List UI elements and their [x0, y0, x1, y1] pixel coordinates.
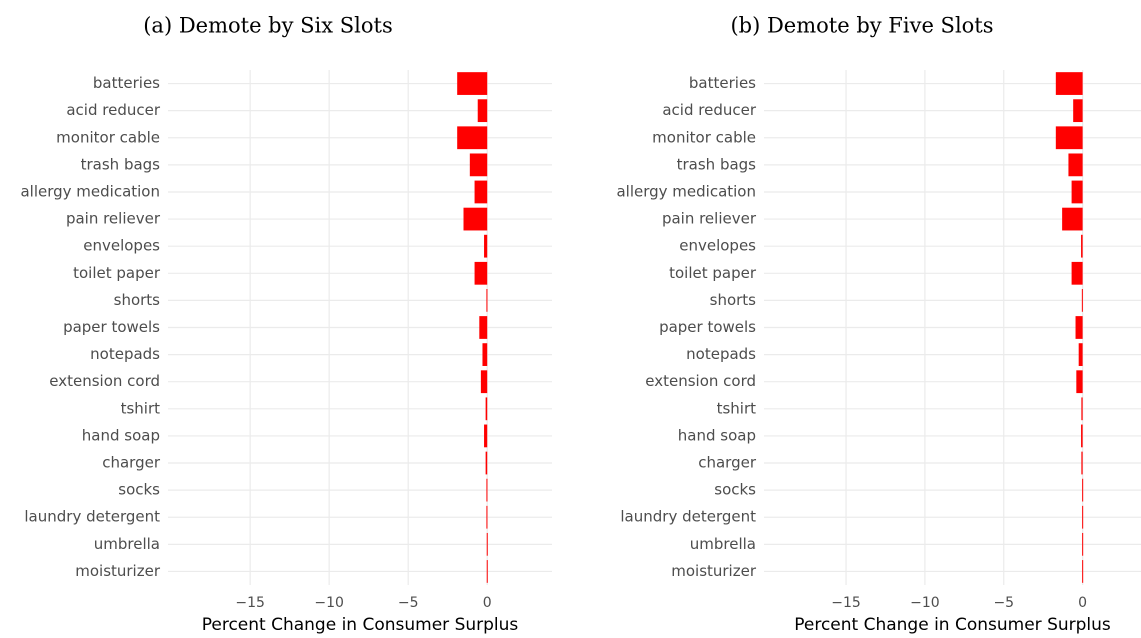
category-label: moisturizer: [75, 562, 161, 580]
x-tick-label: −5: [993, 595, 1014, 611]
x-tick-label: 0: [483, 595, 492, 611]
category-label: socks: [714, 481, 756, 499]
x-tick-label: 0: [1078, 595, 1087, 611]
bar: [486, 505, 488, 529]
category-label: paper towels: [659, 318, 756, 336]
category-label: pain reliever: [662, 210, 757, 228]
bar: [484, 234, 488, 258]
x-axis-label: Percent Change in Consumer Surplus: [202, 615, 519, 635]
bar: [1062, 207, 1083, 231]
x-tick-label: −15: [831, 595, 861, 611]
bar: [486, 560, 488, 583]
category-label: paper towels: [63, 318, 160, 336]
bar: [474, 180, 488, 204]
bar: [486, 478, 488, 502]
bar: [1055, 72, 1083, 95]
category-label: umbrella: [94, 535, 160, 553]
bar: [457, 72, 488, 95]
panel-title: (b) Demote by Five Slots: [730, 14, 993, 38]
x-tick-label: −5: [398, 595, 419, 611]
bar: [1071, 261, 1083, 285]
category-label: shorts: [114, 291, 161, 309]
category-label: moisturizer: [671, 562, 757, 580]
bar: [463, 207, 488, 231]
bar: [1081, 451, 1083, 475]
category-label: batteries: [93, 74, 160, 92]
bar: [1081, 234, 1083, 258]
category-label: hand soap: [82, 426, 160, 444]
category-label: envelopes: [83, 237, 160, 255]
bar: [1081, 424, 1083, 448]
bar: [482, 343, 488, 366]
bar: [486, 532, 488, 556]
bar: [1078, 343, 1083, 366]
bar: [1082, 505, 1084, 529]
bar: [485, 451, 488, 475]
category-label: monitor cable: [56, 128, 160, 146]
category-label: extension cord: [49, 372, 160, 390]
category-label: shorts: [710, 291, 757, 309]
bar: [1068, 153, 1083, 177]
bar: [484, 424, 488, 448]
bar: [1082, 478, 1084, 502]
category-label: umbrella: [690, 535, 756, 553]
category-label: envelopes: [679, 237, 756, 255]
bar: [1071, 180, 1083, 204]
category-label: tshirt: [121, 399, 161, 417]
bar: [1076, 370, 1083, 394]
category-label: toilet paper: [669, 264, 757, 282]
bar: [1075, 316, 1083, 339]
bar: [1073, 99, 1083, 123]
category-label: toilet paper: [73, 264, 161, 282]
category-label: notepads: [686, 345, 756, 363]
category-label: tshirt: [717, 399, 757, 417]
category-label: trash bags: [81, 155, 161, 173]
category-label: extension cord: [645, 372, 756, 390]
category-label: pain reliever: [66, 210, 161, 228]
bar: [474, 261, 488, 285]
bar: [479, 316, 488, 339]
bar: [477, 99, 488, 123]
bar: [1055, 126, 1083, 150]
x-axis-label: Percent Change in Consumer Surplus: [794, 615, 1111, 635]
category-label: allergy medication: [616, 182, 756, 200]
bar: [485, 397, 488, 421]
bar: [1082, 532, 1084, 556]
category-label: hand soap: [678, 426, 756, 444]
category-label: charger: [698, 454, 757, 472]
category-label: socks: [118, 481, 160, 499]
x-tick-label: −15: [235, 595, 265, 611]
bar: [486, 289, 488, 312]
bar: [480, 370, 488, 394]
category-label: allergy medication: [20, 182, 160, 200]
bar: [1082, 560, 1084, 583]
category-label: acid reducer: [662, 101, 756, 119]
category-label: monitor cable: [652, 128, 756, 146]
category-label: batteries: [689, 74, 756, 92]
category-label: notepads: [90, 345, 160, 363]
category-label: charger: [102, 454, 161, 472]
category-label: laundry detergent: [24, 508, 160, 526]
category-label: acid reducer: [66, 101, 160, 119]
category-label: trash bags: [677, 155, 757, 173]
x-tick-label: −10: [910, 595, 940, 611]
x-tick-label: −10: [314, 595, 344, 611]
category-label: laundry detergent: [620, 508, 756, 526]
bar: [457, 126, 488, 150]
bar: [1081, 289, 1083, 312]
bar: [469, 153, 488, 177]
panel-title: (a) Demote by Six Slots: [143, 14, 393, 38]
bar: [1081, 397, 1083, 421]
